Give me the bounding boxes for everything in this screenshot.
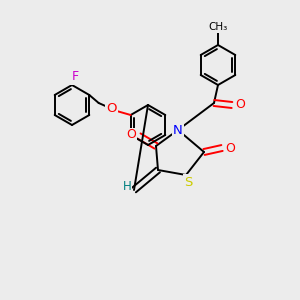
Text: H: H <box>123 181 131 194</box>
Text: O: O <box>126 128 136 142</box>
Text: O: O <box>106 101 117 115</box>
Text: N: N <box>173 124 183 136</box>
Text: O: O <box>225 142 235 154</box>
Text: CH₃: CH₃ <box>208 22 228 32</box>
Text: S: S <box>184 176 192 188</box>
Text: O: O <box>235 98 245 112</box>
Text: F: F <box>71 70 79 83</box>
